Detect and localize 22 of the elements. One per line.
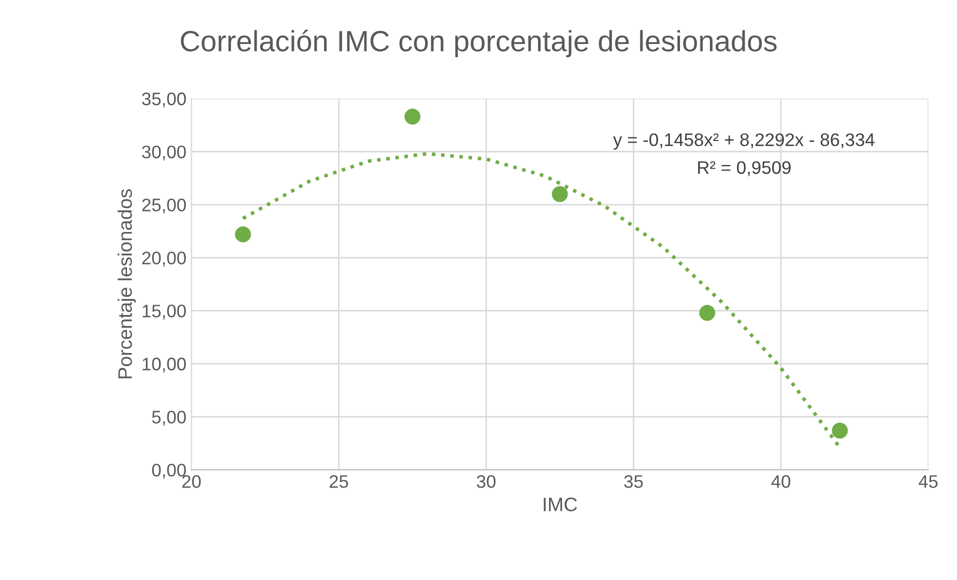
x-tick-label: 40 xyxy=(771,475,790,488)
chart-title: Correlación IMC con porcentaje de lesionados xyxy=(180,30,777,58)
x-tick-label: 45 xyxy=(918,475,938,488)
x-axis-title: IMC xyxy=(544,498,577,512)
y-tick-label: 30,00 xyxy=(142,146,186,160)
y-tick-label: 20,00 xyxy=(142,252,186,267)
y-tick-label: 35,00 xyxy=(142,92,186,108)
x-tick-label: 35 xyxy=(624,475,643,488)
point xyxy=(552,186,568,202)
y-tick-label: 5,00 xyxy=(152,410,186,426)
point xyxy=(235,226,251,242)
annotation: y = -0,1458x² + 8,2292x - 86,334 xyxy=(613,133,875,150)
x-tick-label: 25 xyxy=(330,475,348,488)
point xyxy=(832,422,848,439)
point xyxy=(404,108,420,125)
point xyxy=(699,304,716,321)
x-tick-label: 30 xyxy=(476,475,496,488)
annotation: R² = 0,9509 xyxy=(698,161,791,176)
y-tick-label: 10,00 xyxy=(142,358,186,373)
y-tick-label: 15,00 xyxy=(142,304,186,320)
y-tick-label: 25,00 xyxy=(142,198,186,214)
y-axis-title: Porcentaje lesionados xyxy=(118,189,136,378)
